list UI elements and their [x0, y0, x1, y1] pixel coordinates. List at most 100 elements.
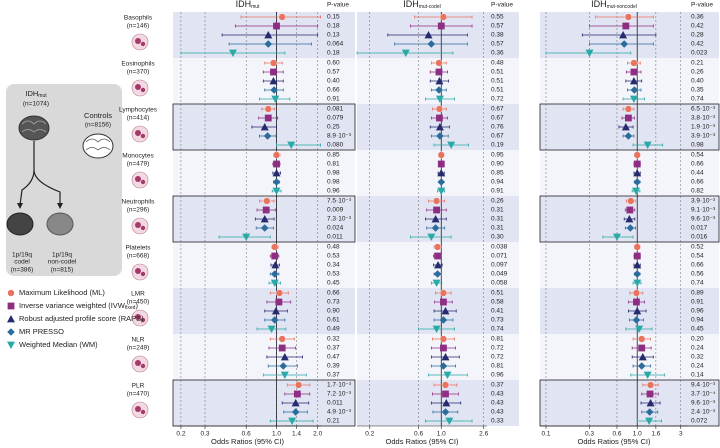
marker	[263, 197, 271, 205]
marker	[643, 371, 652, 379]
p-header: P-value	[327, 2, 349, 9]
p-value: 0.31	[491, 207, 504, 214]
p-value: 0.24	[691, 363, 704, 370]
cell-nucleus	[140, 363, 146, 369]
p-value: 0.72	[491, 96, 504, 103]
marker	[262, 206, 270, 214]
x-tick-label: 2.0	[313, 431, 322, 438]
category-label: Lymphocytes	[119, 107, 158, 114]
p-value: 0.41	[491, 308, 504, 315]
p-value: 0.34	[327, 262, 340, 269]
legend-name: Robust adjusted profile score (RAPS)	[19, 314, 144, 323]
p-value: 0.40	[327, 78, 340, 85]
marker	[279, 362, 288, 370]
p-value: 0.90	[327, 308, 340, 315]
marker	[263, 132, 272, 140]
p-value: 0.67	[491, 115, 504, 122]
marker	[424, 31, 433, 39]
p-value: 0.81	[491, 363, 504, 370]
marker	[630, 68, 638, 76]
legend-label: Maximum Likelihood (ML)	[19, 288, 105, 297]
marker	[435, 77, 444, 85]
marker	[612, 233, 621, 241]
p-value: 0.91	[691, 299, 704, 306]
marker	[435, 123, 444, 131]
p-value: 0.74	[691, 280, 704, 287]
marker	[427, 233, 436, 241]
title-sub: mut-codel	[419, 4, 441, 10]
p-value: 0.51	[491, 69, 504, 76]
category-label: Neutrophils	[122, 199, 156, 206]
p-value: 0.26	[491, 198, 504, 205]
marker	[291, 408, 300, 416]
category-label: NLR	[131, 337, 144, 344]
p-value: 0.24	[691, 345, 704, 352]
marker	[440, 344, 447, 352]
marker	[633, 169, 642, 177]
marker	[270, 68, 277, 76]
category-n: (n=296)	[127, 207, 150, 214]
marker	[270, 270, 279, 278]
marker	[622, 22, 630, 30]
p-value: 0.21	[691, 60, 704, 67]
p-value: 0.89	[691, 290, 704, 297]
p-value: 0.023	[691, 50, 708, 57]
p-value: 0.81	[491, 336, 504, 343]
p-value: 9.1·10⁻³	[691, 207, 716, 214]
brain-idh	[18, 115, 50, 141]
brain-noncodel	[46, 212, 74, 236]
marker	[293, 390, 301, 398]
marker	[633, 243, 641, 251]
p-value: 0.67	[491, 133, 504, 140]
marker	[624, 114, 632, 122]
marker	[275, 298, 283, 306]
category-n: (n=249)	[127, 345, 150, 352]
highlight-box	[539, 379, 720, 427]
marker	[288, 417, 297, 425]
marker	[633, 307, 642, 315]
controls-n: (n=8156)	[85, 122, 111, 129]
legend-label: Inverse variance weighted (IVWfixed)	[19, 301, 138, 311]
noncodel-n: (n=815)	[51, 267, 74, 274]
p-value: 0.038	[491, 244, 508, 251]
marker	[637, 362, 646, 370]
marker	[260, 215, 269, 223]
p-value: 0.94	[691, 317, 704, 324]
marker	[439, 335, 448, 343]
x-tick-label: 0.3	[585, 431, 594, 438]
marker	[264, 40, 273, 48]
p-value: 3.7·10⁻⁴	[691, 391, 716, 398]
panel-title: IDHmut-noncodel	[591, 0, 637, 10]
marker	[441, 408, 450, 416]
p-value: 0.45	[691, 326, 704, 333]
cell-nucleus	[140, 317, 146, 323]
p-value: 0.011	[327, 400, 343, 407]
brain-controls	[82, 133, 114, 159]
codel-n: (n=386)	[11, 267, 34, 274]
marker	[270, 279, 279, 287]
marker	[632, 316, 641, 324]
marker	[633, 270, 642, 278]
p-value: 0.30	[491, 234, 504, 241]
legend-end: )	[135, 301, 138, 310]
x-axis-label: Odds Ratios (95% CI)	[578, 437, 651, 446]
p-value: 0.66	[691, 262, 704, 269]
marker	[278, 344, 286, 352]
p-value: 0.54	[691, 152, 704, 159]
cell-nucleus	[135, 360, 141, 366]
marker	[7, 328, 15, 336]
marker	[287, 141, 296, 149]
p-value: 0.017	[691, 225, 708, 232]
brain-folds	[21, 120, 47, 133]
p-value: 0.42	[691, 23, 704, 30]
p-value: 0.57	[491, 23, 504, 30]
marker	[632, 289, 641, 297]
p-value: 0.51	[491, 78, 504, 85]
cell-nucleus	[140, 133, 146, 139]
marker	[627, 197, 635, 205]
x-tick-label: 2.6	[479, 431, 488, 438]
cell-nucleus	[140, 87, 146, 93]
category-label: PLR	[132, 383, 145, 390]
p-value: 0.37	[491, 382, 504, 389]
p-value: 9.6·10⁻³	[691, 400, 716, 407]
